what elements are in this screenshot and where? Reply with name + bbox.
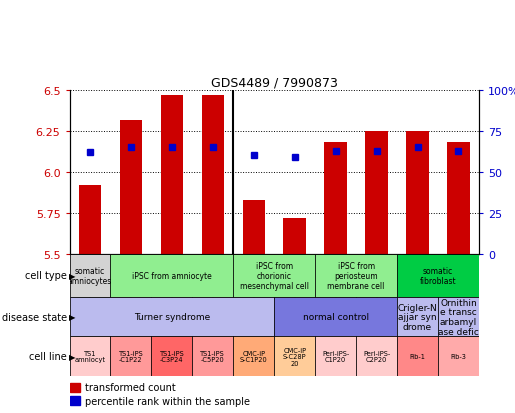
Bar xyxy=(315,254,397,297)
Bar xyxy=(283,218,306,254)
Bar xyxy=(438,297,479,337)
Bar xyxy=(438,337,479,376)
Bar xyxy=(356,337,397,376)
Text: somatic
fibroblast: somatic fibroblast xyxy=(420,266,456,285)
Bar xyxy=(111,337,151,376)
Text: TS1-iPS
-C3P24: TS1-iPS -C3P24 xyxy=(160,350,184,363)
Bar xyxy=(243,200,265,254)
Bar xyxy=(397,337,438,376)
Bar xyxy=(324,143,347,254)
Text: Peri-iPS-
C1P20: Peri-iPS- C1P20 xyxy=(322,350,349,363)
Text: normal control: normal control xyxy=(303,313,369,321)
Text: ▶: ▶ xyxy=(68,352,75,361)
Bar xyxy=(365,132,388,254)
Text: Crigler-N
ajjar syn
drome: Crigler-N ajjar syn drome xyxy=(398,303,437,331)
Text: Ornithin
e transc
arbamyl
ase defic: Ornithin e transc arbamyl ase defic xyxy=(438,298,479,336)
Text: ▶: ▶ xyxy=(68,271,75,280)
Bar xyxy=(161,96,183,254)
Bar xyxy=(201,96,224,254)
Title: GDS4489 / 7990873: GDS4489 / 7990873 xyxy=(211,77,338,90)
Text: Fib-3: Fib-3 xyxy=(451,353,467,359)
Text: Fib-1: Fib-1 xyxy=(409,353,425,359)
Bar xyxy=(70,254,111,297)
Bar xyxy=(119,120,142,254)
Bar xyxy=(397,254,479,297)
Bar xyxy=(274,337,315,376)
Bar xyxy=(193,337,233,376)
Bar xyxy=(274,297,397,337)
Text: TS1-iPS
-C5P20: TS1-iPS -C5P20 xyxy=(200,350,225,363)
Text: somatic
amniocytes: somatic amniocytes xyxy=(68,266,112,285)
Text: iPSC from
periosteum
membrane cell: iPSC from periosteum membrane cell xyxy=(328,261,385,290)
Text: TS1
amniocyt: TS1 amniocyt xyxy=(75,350,106,363)
Bar xyxy=(111,254,233,297)
Text: Peri-iPS-
C2P20: Peri-iPS- C2P20 xyxy=(363,350,390,363)
Text: TS1-iPS
-C1P22: TS1-iPS -C1P22 xyxy=(118,350,143,363)
Bar xyxy=(233,254,315,297)
Text: transformed count: transformed count xyxy=(85,382,176,392)
Text: iPSC from amniocyte: iPSC from amniocyte xyxy=(132,271,212,280)
Text: iPSC from
chorionic
mesenchymal cell: iPSC from chorionic mesenchymal cell xyxy=(240,261,308,290)
Text: cell line: cell line xyxy=(29,351,67,361)
Text: percentile rank within the sample: percentile rank within the sample xyxy=(85,396,250,406)
Bar xyxy=(79,185,101,254)
Bar xyxy=(397,297,438,337)
Text: CMC-iP
S-C28P
20: CMC-iP S-C28P 20 xyxy=(283,347,306,366)
Bar xyxy=(447,143,470,254)
Text: disease state: disease state xyxy=(2,312,67,322)
Bar xyxy=(406,132,429,254)
Bar xyxy=(70,383,79,392)
Bar xyxy=(70,396,79,405)
Bar xyxy=(70,337,111,376)
Bar xyxy=(315,337,356,376)
Text: cell type: cell type xyxy=(25,271,67,281)
Bar xyxy=(233,337,274,376)
Text: CMC-iP
S-C1P20: CMC-iP S-C1P20 xyxy=(240,350,268,363)
Bar xyxy=(70,297,274,337)
Text: Turner syndrome: Turner syndrome xyxy=(134,313,210,321)
Text: ▶: ▶ xyxy=(68,313,75,321)
Bar xyxy=(151,337,193,376)
